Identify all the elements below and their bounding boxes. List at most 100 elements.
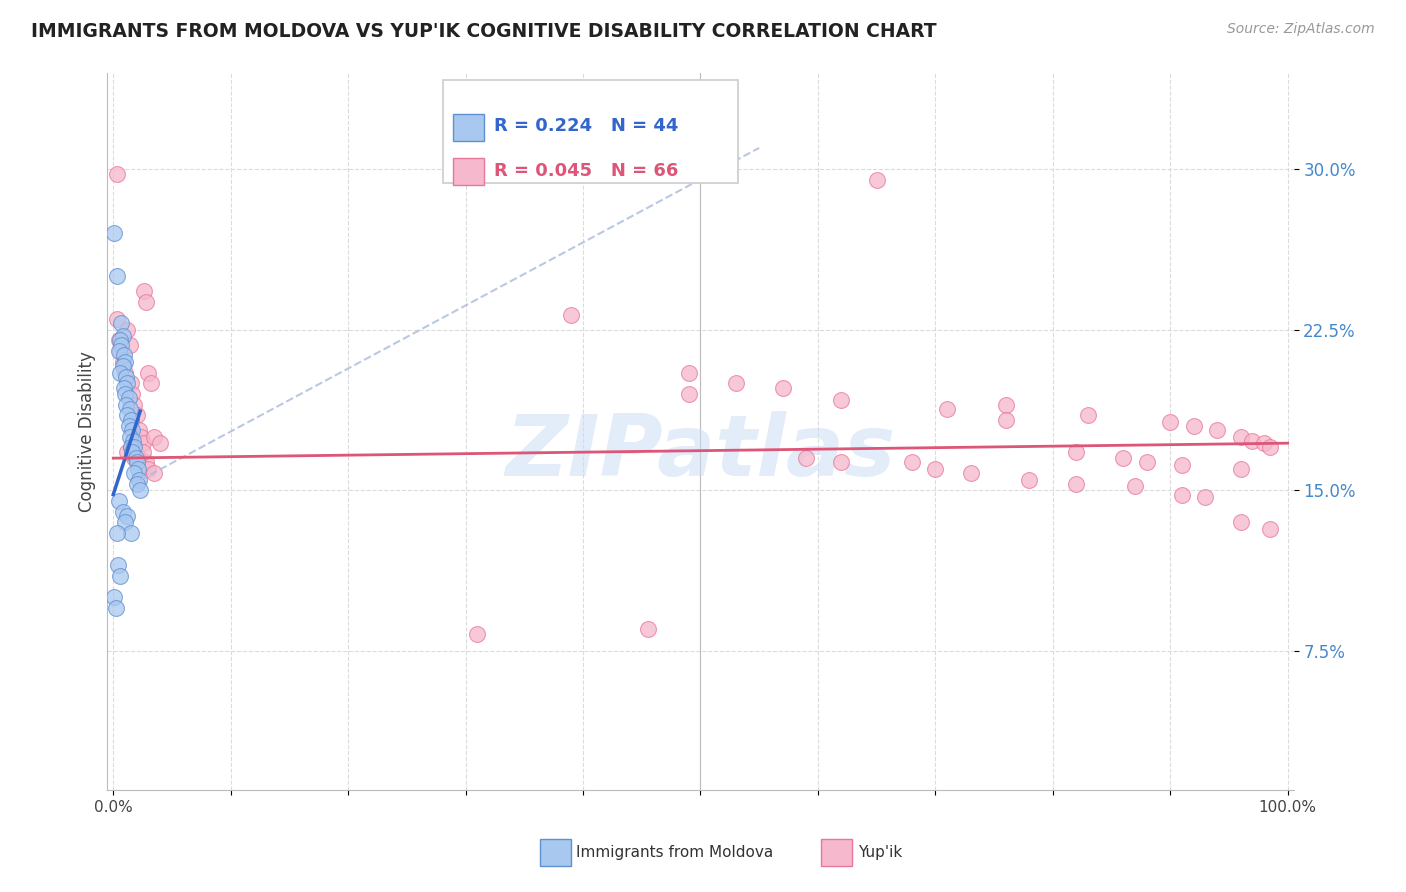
Point bbox=[114, 387, 136, 401]
Point bbox=[1229, 430, 1251, 444]
Point bbox=[959, 466, 981, 480]
Point bbox=[122, 434, 145, 448]
Point bbox=[105, 526, 128, 541]
Point bbox=[1112, 451, 1135, 466]
Point bbox=[124, 451, 146, 466]
Point bbox=[1171, 458, 1194, 472]
Point bbox=[1171, 487, 1194, 501]
Point bbox=[830, 455, 852, 469]
Point bbox=[117, 419, 139, 434]
Point bbox=[994, 412, 1017, 426]
Point bbox=[117, 323, 139, 337]
Point bbox=[678, 387, 700, 401]
Point bbox=[128, 473, 150, 487]
Point bbox=[105, 269, 128, 284]
Point bbox=[121, 423, 143, 437]
Point bbox=[124, 466, 146, 480]
Point bbox=[678, 366, 700, 380]
Point bbox=[1258, 522, 1281, 536]
Point bbox=[111, 505, 134, 519]
Point bbox=[114, 366, 136, 380]
Point bbox=[129, 483, 152, 498]
Point bbox=[131, 436, 153, 450]
Point bbox=[560, 308, 582, 322]
Point bbox=[111, 329, 134, 343]
Point bbox=[1064, 444, 1087, 458]
Point bbox=[794, 451, 817, 466]
Text: Immigrants from Moldova: Immigrants from Moldova bbox=[576, 846, 773, 860]
Point bbox=[121, 444, 143, 458]
Point bbox=[117, 376, 139, 391]
Point bbox=[111, 355, 134, 369]
Point bbox=[120, 441, 142, 455]
Point bbox=[901, 455, 924, 469]
Point bbox=[111, 359, 134, 373]
Point bbox=[1229, 462, 1251, 476]
Point bbox=[138, 366, 160, 380]
Point bbox=[120, 441, 142, 455]
Point bbox=[115, 369, 138, 384]
Point bbox=[865, 173, 887, 187]
Point bbox=[1194, 490, 1216, 504]
Point bbox=[107, 558, 129, 573]
Point bbox=[117, 508, 139, 523]
Point bbox=[103, 227, 125, 241]
Text: R = 0.045   N = 66: R = 0.045 N = 66 bbox=[494, 161, 678, 179]
Point bbox=[112, 380, 135, 394]
Y-axis label: Cognitive Disability: Cognitive Disability bbox=[79, 351, 96, 512]
Point bbox=[110, 337, 132, 351]
Point bbox=[135, 295, 157, 310]
Point bbox=[105, 312, 128, 326]
Point bbox=[128, 451, 150, 466]
Point bbox=[936, 401, 959, 416]
Point bbox=[118, 337, 141, 351]
Point bbox=[103, 591, 125, 605]
Point bbox=[1241, 434, 1264, 448]
Text: Source: ZipAtlas.com: Source: ZipAtlas.com bbox=[1227, 22, 1375, 37]
Point bbox=[138, 462, 160, 476]
Point bbox=[131, 444, 153, 458]
Point bbox=[135, 455, 157, 469]
Point bbox=[1136, 455, 1159, 469]
Point bbox=[124, 451, 146, 466]
Point bbox=[149, 436, 172, 450]
Point bbox=[143, 466, 166, 480]
Point bbox=[124, 398, 146, 412]
Point bbox=[124, 441, 146, 455]
Point bbox=[637, 623, 659, 637]
Point bbox=[1077, 409, 1099, 423]
Point bbox=[830, 393, 852, 408]
Point bbox=[110, 316, 132, 330]
Text: IMMIGRANTS FROM MOLDOVA VS YUP'IK COGNITIVE DISABILITY CORRELATION CHART: IMMIGRANTS FROM MOLDOVA VS YUP'IK COGNIT… bbox=[31, 22, 936, 41]
Point bbox=[120, 412, 142, 426]
Point bbox=[118, 430, 141, 444]
Point bbox=[1123, 479, 1146, 493]
Point bbox=[132, 285, 155, 299]
Point bbox=[125, 455, 148, 469]
Point bbox=[117, 444, 139, 458]
Point bbox=[117, 409, 139, 423]
Point bbox=[104, 601, 127, 615]
Text: ZIPatlas: ZIPatlas bbox=[505, 411, 896, 494]
Point bbox=[108, 334, 131, 348]
Text: Yup'ik: Yup'ik bbox=[858, 846, 901, 860]
Point bbox=[110, 344, 132, 359]
Point bbox=[1018, 473, 1040, 487]
Point bbox=[724, 376, 747, 391]
Point bbox=[121, 387, 143, 401]
Point bbox=[128, 423, 150, 437]
Text: R = 0.224   N = 44: R = 0.224 N = 44 bbox=[494, 118, 678, 136]
Point bbox=[117, 391, 139, 405]
Point bbox=[1159, 415, 1181, 429]
Point bbox=[110, 366, 132, 380]
Point bbox=[112, 348, 135, 362]
Point bbox=[120, 526, 142, 541]
Point bbox=[1258, 441, 1281, 455]
Point bbox=[110, 569, 132, 583]
Point bbox=[127, 462, 149, 476]
Point bbox=[772, 380, 794, 394]
Point bbox=[120, 376, 142, 391]
Point bbox=[1206, 423, 1229, 437]
Point bbox=[105, 167, 128, 181]
Point bbox=[924, 462, 946, 476]
